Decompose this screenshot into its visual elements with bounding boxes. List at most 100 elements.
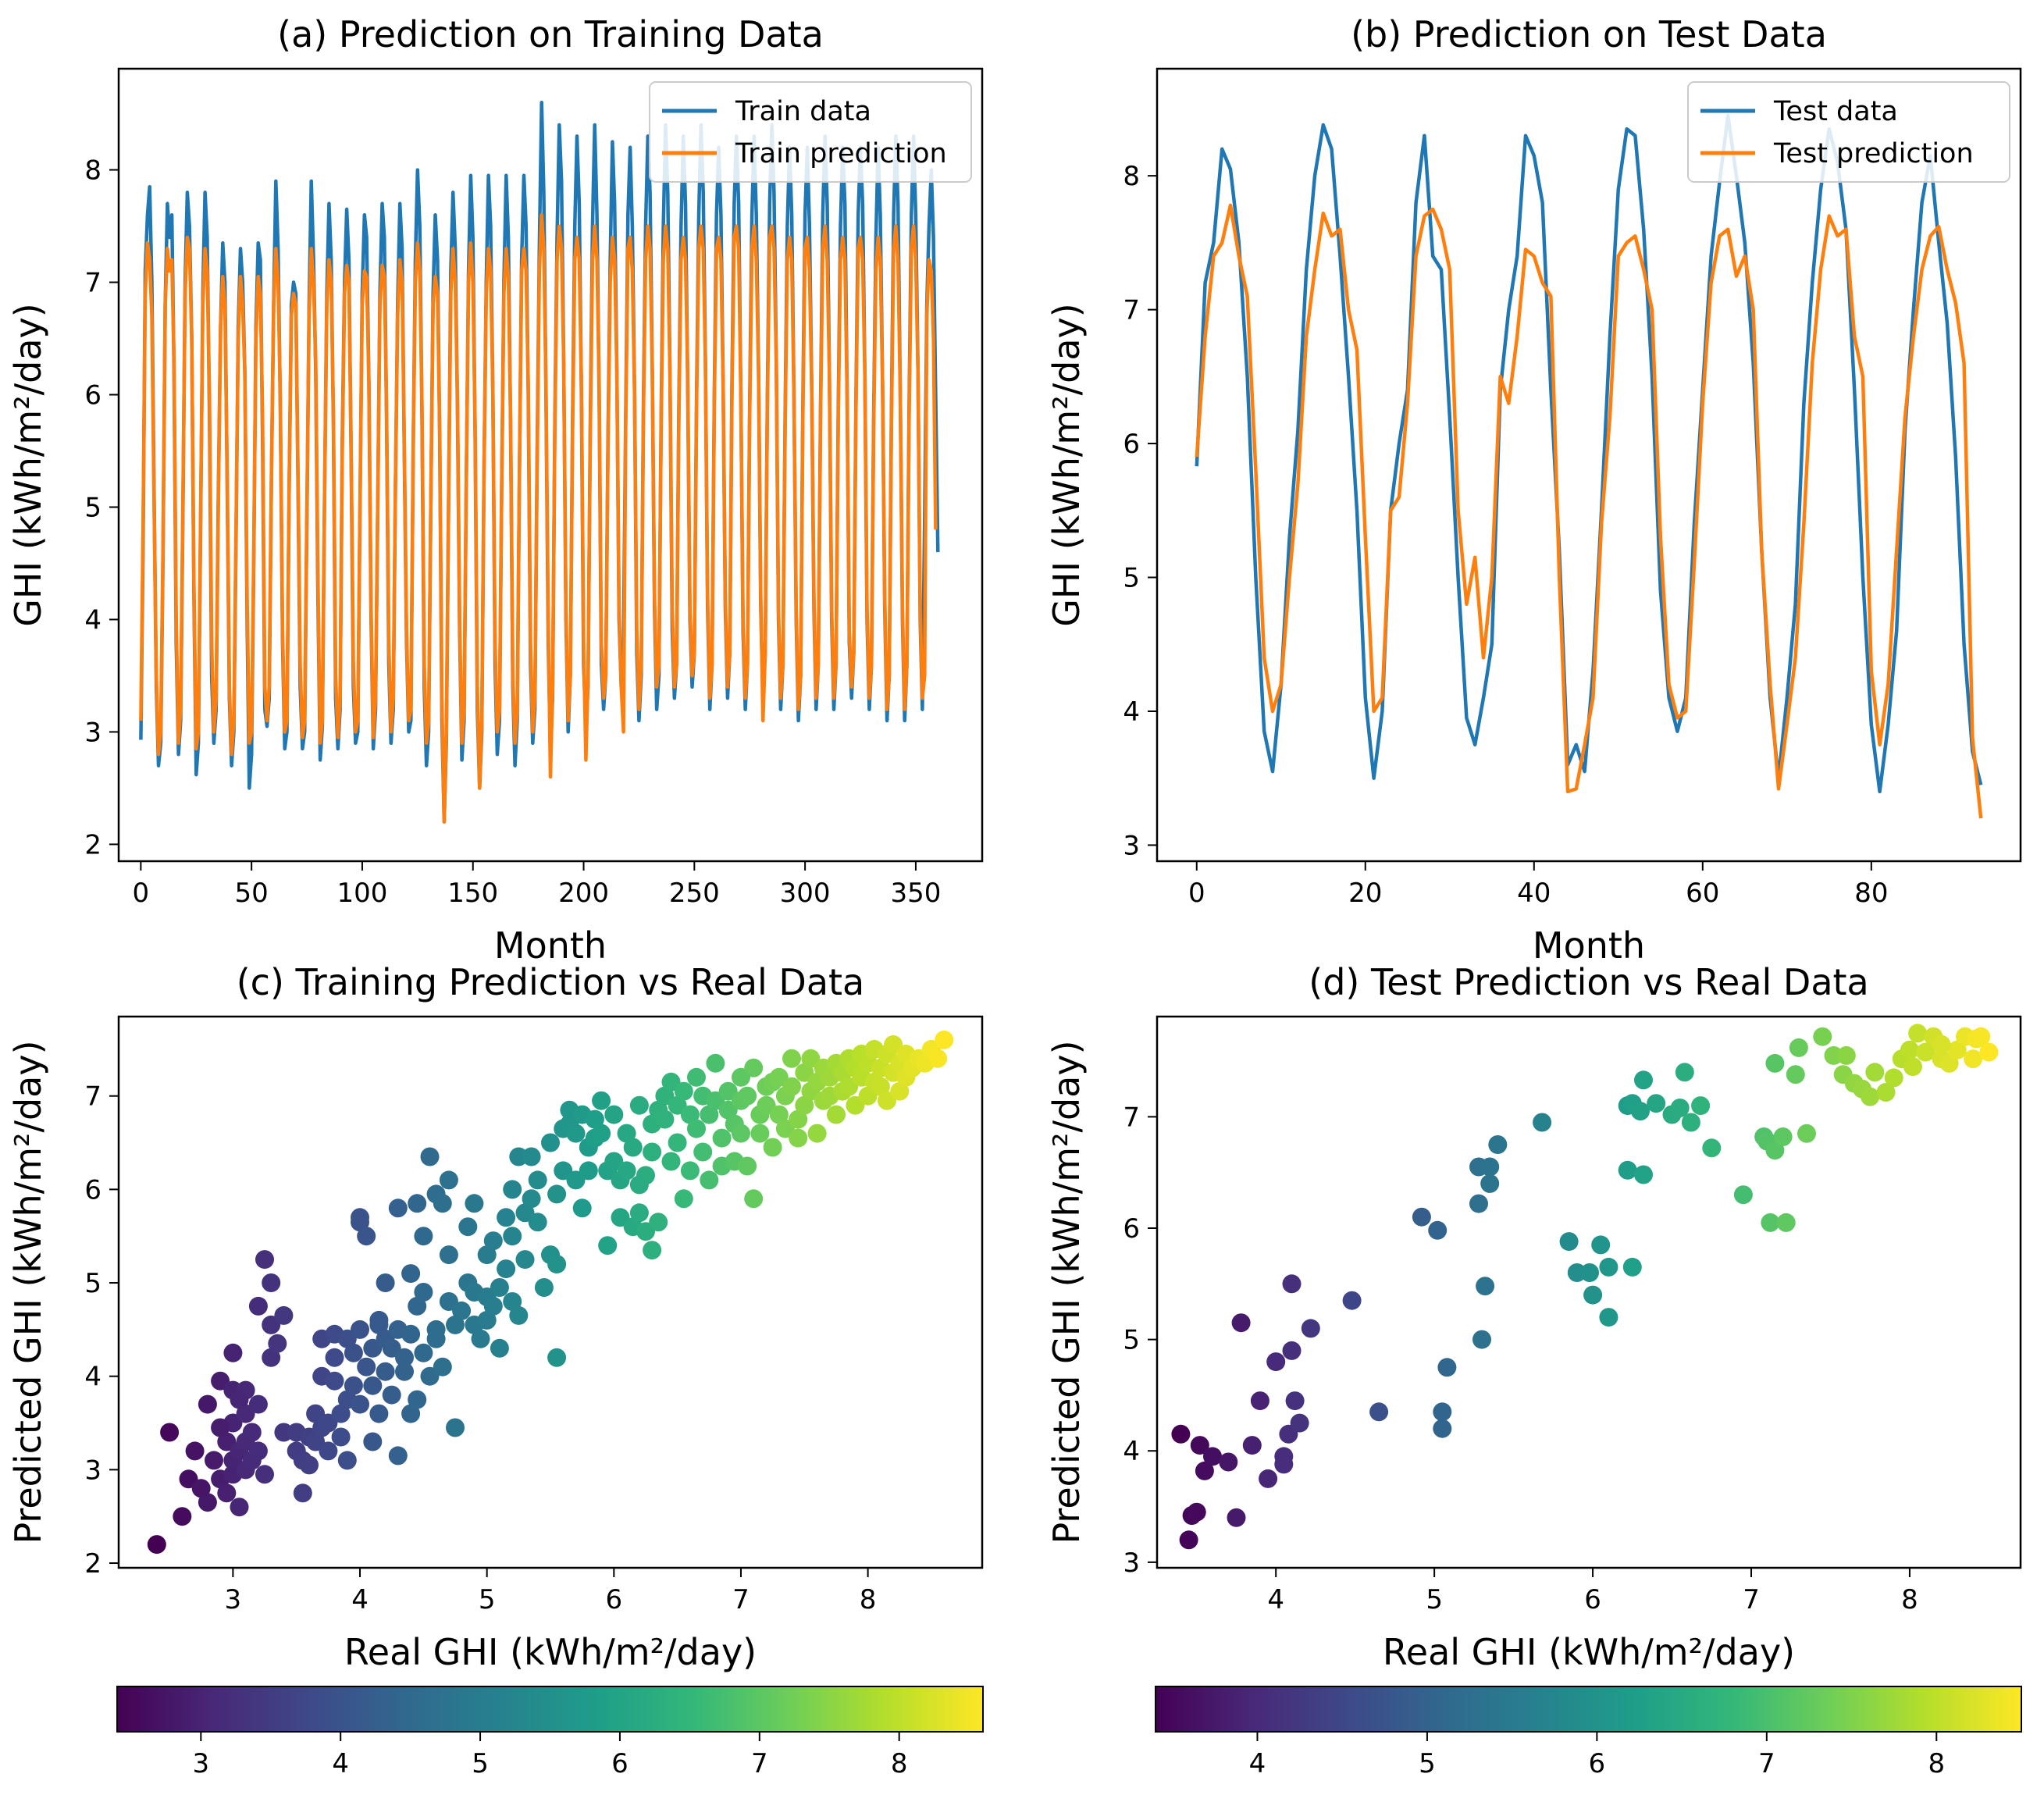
scatter-point — [807, 1124, 827, 1143]
plot-frame — [1156, 1015, 2022, 1569]
scatter-point — [1971, 1027, 1991, 1046]
scatter-point — [1580, 1263, 1599, 1282]
scatter-point — [687, 1119, 706, 1138]
scatter-point — [293, 1483, 312, 1503]
scatter-point — [1190, 1436, 1209, 1455]
scatter-point — [185, 1441, 205, 1461]
series-line-train-data — [139, 100, 940, 824]
scatter-point — [211, 1418, 230, 1437]
legend: Train data Train prediction — [649, 81, 972, 183]
scatter-point — [408, 1296, 427, 1316]
scatter-point — [1591, 1235, 1611, 1255]
scatter-point — [1476, 1277, 1495, 1296]
scatter-point — [205, 1451, 223, 1470]
colorbar — [116, 1686, 984, 1733]
scatter-point — [452, 1301, 472, 1320]
scatter-point — [173, 1507, 192, 1526]
scatter-point — [547, 1348, 567, 1367]
scatter-point — [871, 1077, 890, 1096]
scatter-point — [617, 1161, 636, 1181]
y-tick-label: 3 — [1123, 1547, 1140, 1579]
scatter-point — [1761, 1213, 1780, 1232]
y-tick-label: 7 — [84, 268, 101, 299]
scatter-point — [668, 1133, 687, 1152]
scatter-point — [1691, 1096, 1711, 1116]
scatter-point — [598, 1236, 618, 1255]
scatter-point — [363, 1376, 383, 1395]
x-tick-label: 20 — [1348, 878, 1382, 909]
scatter-point — [1932, 1035, 1951, 1054]
scatter-point — [935, 1030, 954, 1049]
scatter-point — [1488, 1135, 1508, 1154]
x-axis-label: Real GHI (kWh/m²/day) — [344, 1631, 757, 1673]
legend-label: Train data — [735, 96, 871, 127]
scatter-point — [1903, 1057, 1922, 1077]
scatter-point — [744, 1189, 764, 1209]
scatter-point — [509, 1305, 529, 1325]
x-tick-label: 80 — [1854, 878, 1888, 909]
scatter-point — [1428, 1220, 1448, 1240]
scatter-point — [433, 1194, 452, 1213]
scatter-point — [674, 1189, 693, 1209]
scatter-point — [446, 1315, 465, 1334]
scatter-point — [623, 1138, 643, 1157]
x-axis-label: Month — [494, 924, 607, 967]
scatter-point — [1203, 1447, 1222, 1466]
scatter-point — [769, 1105, 789, 1124]
scatter-point — [547, 1255, 567, 1274]
series-line-test-data — [1195, 113, 1983, 794]
scatter-point — [191, 1479, 211, 1498]
scatter-point — [1876, 1083, 1896, 1102]
series-line-test-prediction — [1195, 203, 1983, 819]
scatter-point — [572, 1198, 592, 1218]
scatter-point — [369, 1315, 389, 1334]
scatter-point — [629, 1203, 649, 1223]
scatter-point — [693, 1142, 713, 1162]
plot-frame — [117, 67, 984, 863]
y-tick-label: 5 — [1123, 1325, 1140, 1356]
scatter-point — [408, 1390, 427, 1409]
scatter-point — [1622, 1257, 1642, 1277]
scatter-point — [198, 1493, 217, 1512]
scatter-point — [497, 1259, 516, 1279]
x-tick-label: 50 — [235, 878, 269, 909]
x-axis-label: Month — [1533, 924, 1645, 967]
panel-1: (b) Prediction on Test Data Month GHI (kWh… — [1045, 13, 2022, 967]
y-tick-label: 5 — [84, 1268, 101, 1299]
scatter-point — [680, 1105, 700, 1124]
scatter-point — [401, 1324, 421, 1344]
scatter-point — [325, 1348, 344, 1367]
scatter-point — [1813, 1027, 1832, 1046]
panel-3: (d) Test Prediction vs Real Data Real GHI… — [1045, 961, 2022, 1779]
scatter-point — [248, 1441, 268, 1461]
scatter-point — [1979, 1042, 1999, 1062]
legend-label: Train prediction — [735, 138, 947, 169]
scatter-point — [420, 1147, 440, 1166]
scatter-point — [1634, 1165, 1653, 1184]
scatter-point — [1171, 1424, 1191, 1444]
legend-label: Test data — [1773, 96, 1898, 127]
scatter-point — [1797, 1124, 1816, 1143]
scatter-point — [1342, 1291, 1362, 1310]
x-tick-label: 60 — [1686, 878, 1719, 909]
scatter-point — [1618, 1160, 1637, 1180]
scatter-point — [1634, 1070, 1653, 1090]
scatter-point — [490, 1278, 509, 1297]
scatter-point — [262, 1348, 281, 1367]
scatter-point — [1670, 1099, 1690, 1117]
scatter-point — [503, 1292, 522, 1311]
scatter-point — [1227, 1508, 1246, 1527]
y-tick-label: 6 — [1123, 1213, 1140, 1245]
y-tick-label: 7 — [84, 1081, 101, 1113]
scatter-point — [1472, 1330, 1491, 1349]
scatter-point — [503, 1227, 522, 1246]
scatter-point — [483, 1231, 503, 1251]
scatter-point — [477, 1310, 497, 1330]
scatter-point — [1964, 1049, 1983, 1069]
scatter-point — [1861, 1087, 1880, 1106]
scatter-point — [687, 1067, 706, 1087]
y-tick-label: 8 — [1123, 161, 1140, 192]
x-tick-label: 250 — [669, 878, 720, 909]
y-tick-label: 3 — [84, 717, 101, 748]
x-axis-label: Real GHI (kWh/m²/day) — [1383, 1631, 1795, 1673]
